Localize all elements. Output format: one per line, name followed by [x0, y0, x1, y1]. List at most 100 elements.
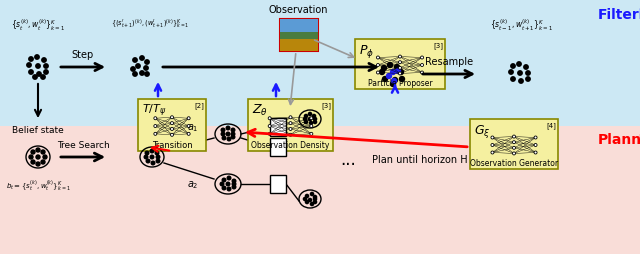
Circle shape — [231, 136, 235, 139]
Circle shape — [145, 72, 149, 77]
Bar — [280, 33, 318, 40]
Circle shape — [29, 71, 33, 75]
Circle shape — [221, 129, 225, 132]
Circle shape — [305, 121, 308, 124]
Circle shape — [309, 122, 312, 125]
Circle shape — [308, 113, 312, 116]
Bar — [280, 20, 318, 52]
Bar — [270, 119, 286, 136]
Circle shape — [387, 63, 392, 68]
Circle shape — [170, 122, 173, 125]
Circle shape — [36, 148, 40, 152]
Circle shape — [399, 61, 401, 65]
Circle shape — [420, 57, 424, 60]
Circle shape — [390, 70, 396, 75]
Circle shape — [222, 179, 226, 182]
Circle shape — [150, 156, 154, 159]
Circle shape — [150, 150, 154, 153]
FancyBboxPatch shape — [470, 120, 558, 169]
Circle shape — [133, 59, 137, 63]
Circle shape — [390, 82, 396, 87]
Circle shape — [396, 69, 401, 74]
Bar — [270, 175, 286, 193]
Circle shape — [303, 118, 307, 121]
Circle shape — [222, 186, 226, 190]
Circle shape — [376, 64, 380, 67]
Circle shape — [399, 73, 401, 76]
Circle shape — [43, 155, 47, 159]
Circle shape — [509, 71, 513, 75]
Circle shape — [222, 137, 226, 140]
Circle shape — [268, 117, 271, 120]
Circle shape — [187, 125, 190, 128]
Circle shape — [140, 72, 144, 76]
Circle shape — [227, 177, 231, 180]
Circle shape — [42, 59, 46, 63]
Circle shape — [314, 196, 317, 199]
Circle shape — [226, 133, 230, 136]
Circle shape — [140, 57, 144, 61]
Circle shape — [305, 115, 308, 118]
Circle shape — [310, 117, 313, 120]
Circle shape — [517, 62, 521, 67]
Circle shape — [36, 72, 41, 77]
Circle shape — [511, 65, 515, 69]
Text: Tree Search: Tree Search — [56, 140, 109, 149]
Circle shape — [232, 185, 236, 189]
Text: Transition: Transition — [152, 140, 192, 149]
Circle shape — [144, 156, 148, 159]
Text: Observation Density: Observation Density — [252, 140, 330, 149]
Circle shape — [387, 74, 392, 79]
Circle shape — [136, 65, 140, 69]
Bar — [280, 20, 318, 33]
Circle shape — [399, 67, 401, 70]
Text: $T/T_\psi$: $T/T_\psi$ — [142, 103, 166, 119]
Text: $\{s_{t-1}^{(k)},w_{t+1}^{(k)}\}_{k=1}^K$: $\{s_{t-1}^{(k)},w_{t+1}^{(k)}\}_{k=1}^K… — [490, 18, 554, 33]
Text: $a_1$: $a_1$ — [188, 122, 199, 133]
Circle shape — [36, 155, 40, 159]
Circle shape — [491, 144, 494, 147]
Circle shape — [513, 136, 515, 138]
Circle shape — [41, 75, 45, 80]
Circle shape — [526, 72, 530, 76]
Circle shape — [226, 182, 230, 186]
Text: $\{(s_{t+1}^\prime)^{(k)},(w_{t+1}^\prime)^{(k)}\}_{k=1}^K$: $\{(s_{t+1}^\prime)^{(k)},(w_{t+1}^\prim… — [111, 18, 189, 31]
Circle shape — [513, 147, 515, 150]
Circle shape — [289, 122, 292, 125]
Circle shape — [491, 136, 494, 139]
Text: [3]: [3] — [321, 102, 331, 108]
Circle shape — [187, 133, 190, 136]
Circle shape — [145, 152, 149, 155]
Circle shape — [399, 77, 404, 82]
Circle shape — [526, 77, 530, 82]
Circle shape — [420, 72, 424, 75]
Circle shape — [305, 201, 308, 204]
Circle shape — [420, 64, 424, 67]
Circle shape — [513, 152, 515, 155]
Bar — [280, 40, 318, 52]
Circle shape — [227, 138, 231, 141]
Circle shape — [231, 129, 235, 132]
Circle shape — [383, 77, 387, 82]
Circle shape — [376, 57, 380, 60]
Circle shape — [511, 77, 515, 82]
Text: Belief state: Belief state — [12, 125, 64, 134]
Circle shape — [36, 162, 40, 166]
Circle shape — [29, 58, 33, 62]
Circle shape — [154, 125, 157, 128]
Bar — [270, 138, 286, 156]
Circle shape — [41, 150, 45, 154]
Bar — [0, 0, 640, 126]
Circle shape — [399, 56, 401, 59]
Circle shape — [170, 116, 173, 119]
Text: [2]: [2] — [194, 102, 204, 108]
Circle shape — [534, 144, 537, 147]
Circle shape — [268, 133, 271, 136]
Circle shape — [534, 136, 537, 139]
Circle shape — [154, 117, 157, 120]
Text: ...: ... — [340, 150, 356, 168]
Circle shape — [380, 70, 385, 75]
Circle shape — [170, 134, 173, 137]
Circle shape — [221, 133, 225, 136]
Text: Filtering: Filtering — [598, 8, 640, 22]
